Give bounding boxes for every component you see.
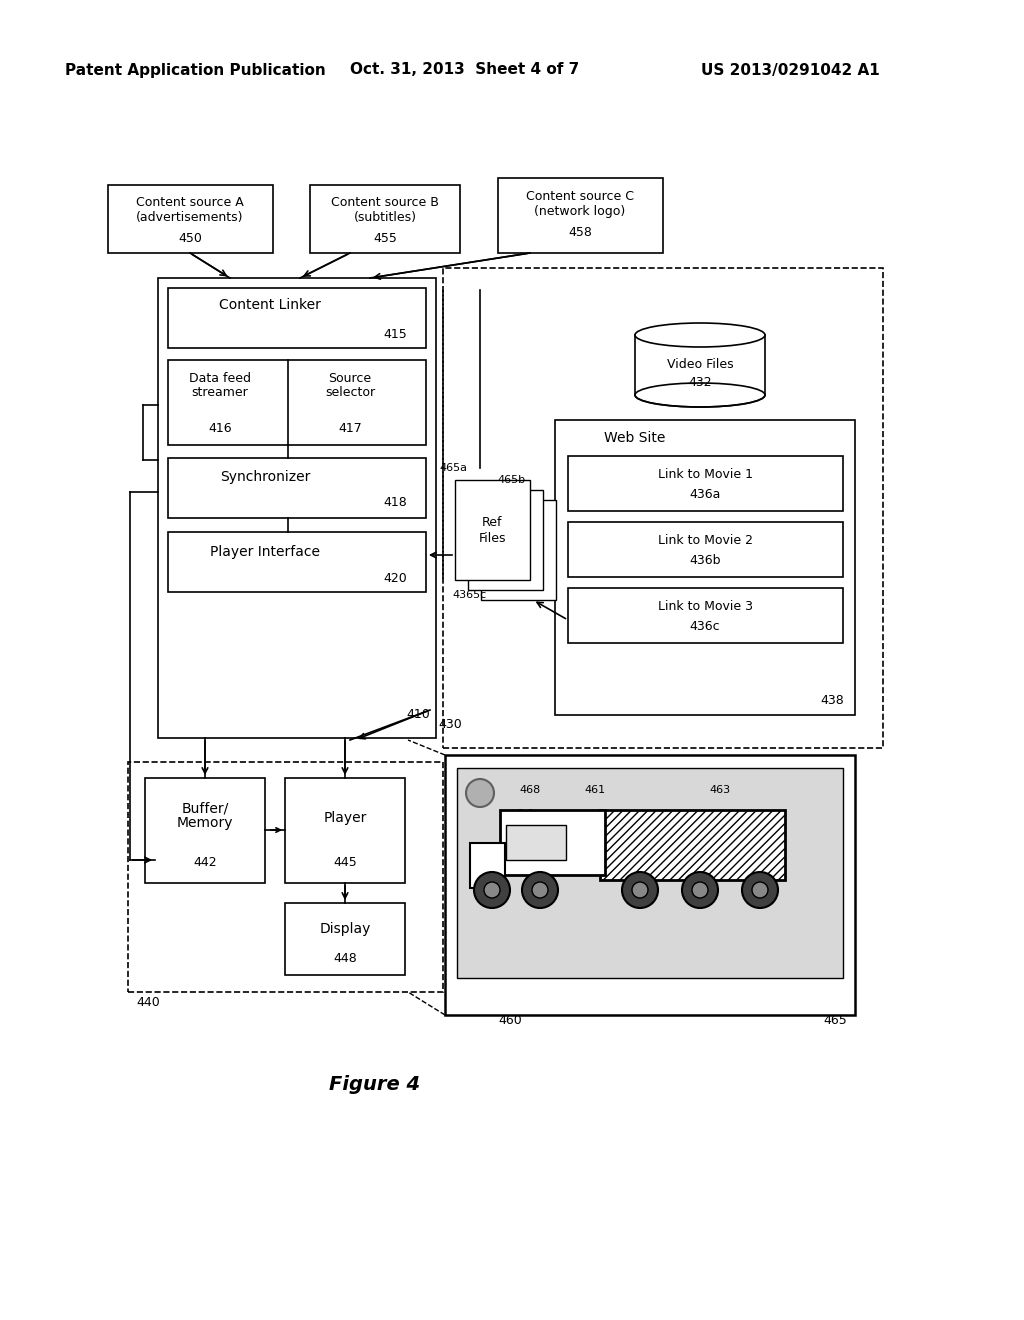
Circle shape <box>474 873 510 908</box>
Circle shape <box>522 873 558 908</box>
FancyBboxPatch shape <box>108 185 273 253</box>
FancyBboxPatch shape <box>445 755 855 1015</box>
Text: 418: 418 <box>383 496 407 510</box>
Circle shape <box>622 873 658 908</box>
Text: 436a: 436a <box>689 487 721 500</box>
Text: 460: 460 <box>498 1014 522 1027</box>
Circle shape <box>466 779 494 807</box>
FancyBboxPatch shape <box>506 825 566 861</box>
FancyBboxPatch shape <box>158 279 436 738</box>
FancyBboxPatch shape <box>168 360 426 445</box>
Text: 416: 416 <box>208 421 231 434</box>
Text: 420: 420 <box>383 572 407 585</box>
Ellipse shape <box>635 323 765 347</box>
Text: (advertisements): (advertisements) <box>136 210 244 223</box>
FancyBboxPatch shape <box>168 532 426 591</box>
Ellipse shape <box>635 383 765 407</box>
Circle shape <box>742 873 778 908</box>
Text: Web Site: Web Site <box>604 432 666 445</box>
FancyBboxPatch shape <box>168 458 426 517</box>
Text: 448: 448 <box>333 952 357 965</box>
Text: Source: Source <box>329 371 372 384</box>
Circle shape <box>752 882 768 898</box>
Text: Display: Display <box>319 921 371 936</box>
Text: (subtitles): (subtitles) <box>353 210 417 223</box>
Text: 436b: 436b <box>689 553 721 566</box>
Circle shape <box>532 882 548 898</box>
Text: 450: 450 <box>178 231 202 244</box>
Text: Memory: Memory <box>177 816 233 830</box>
Text: US 2013/0291042 A1: US 2013/0291042 A1 <box>700 62 880 78</box>
FancyBboxPatch shape <box>498 178 663 253</box>
Text: 465: 465 <box>823 1014 847 1027</box>
Text: Ref: Ref <box>481 516 502 529</box>
Text: 415: 415 <box>383 329 407 342</box>
FancyBboxPatch shape <box>470 843 505 888</box>
Circle shape <box>484 882 500 898</box>
Text: 432: 432 <box>688 376 712 389</box>
Text: Patent Application Publication: Patent Application Publication <box>65 62 326 78</box>
Text: Oct. 31, 2013  Sheet 4 of 7: Oct. 31, 2013 Sheet 4 of 7 <box>350 62 580 78</box>
Text: selector: selector <box>325 385 375 399</box>
Text: Synchronizer: Synchronizer <box>220 470 310 484</box>
Text: 461: 461 <box>585 785 605 795</box>
Circle shape <box>682 873 718 908</box>
Text: (network logo): (network logo) <box>535 205 626 218</box>
FancyBboxPatch shape <box>568 521 843 577</box>
Text: 440: 440 <box>136 997 160 1010</box>
Text: 468: 468 <box>519 785 541 795</box>
Text: Content Linker: Content Linker <box>219 298 321 312</box>
Text: Content source B: Content source B <box>331 197 439 210</box>
FancyBboxPatch shape <box>568 587 843 643</box>
Text: Content source A: Content source A <box>136 197 244 210</box>
Text: 410: 410 <box>407 709 430 722</box>
Text: Figure 4: Figure 4 <box>330 1076 421 1094</box>
Text: Player Interface: Player Interface <box>210 545 319 558</box>
FancyBboxPatch shape <box>145 777 265 883</box>
FancyBboxPatch shape <box>455 480 530 579</box>
FancyBboxPatch shape <box>285 777 406 883</box>
Text: 436c: 436c <box>690 619 720 632</box>
Text: Link to Movie 1: Link to Movie 1 <box>657 469 753 482</box>
Text: 417: 417 <box>338 421 361 434</box>
FancyBboxPatch shape <box>481 500 556 601</box>
Text: 465a: 465a <box>439 463 467 473</box>
Text: 4365c: 4365c <box>453 590 487 601</box>
Text: Link to Movie 3: Link to Movie 3 <box>657 601 753 614</box>
Text: 442: 442 <box>194 855 217 869</box>
FancyBboxPatch shape <box>555 420 855 715</box>
FancyBboxPatch shape <box>168 288 426 348</box>
Text: 438: 438 <box>820 693 844 706</box>
FancyBboxPatch shape <box>457 768 843 978</box>
Text: streamer: streamer <box>191 385 249 399</box>
Text: 430: 430 <box>438 718 462 731</box>
FancyBboxPatch shape <box>568 455 843 511</box>
Text: 445: 445 <box>333 855 357 869</box>
FancyBboxPatch shape <box>600 810 785 880</box>
Text: Video Files: Video Files <box>667 359 733 371</box>
Text: Data feed: Data feed <box>189 371 251 384</box>
Text: Player: Player <box>324 810 367 825</box>
Circle shape <box>692 882 708 898</box>
Circle shape <box>632 882 648 898</box>
Text: Files: Files <box>478 532 506 544</box>
Text: 458: 458 <box>568 227 592 239</box>
Text: 465b: 465b <box>497 475 525 484</box>
FancyBboxPatch shape <box>468 490 543 590</box>
FancyBboxPatch shape <box>285 903 406 975</box>
Text: Content source C: Content source C <box>526 190 634 203</box>
Text: Buffer/: Buffer/ <box>181 801 228 814</box>
Text: Link to Movie 2: Link to Movie 2 <box>657 535 753 548</box>
Text: 455: 455 <box>373 231 397 244</box>
Text: 463: 463 <box>710 785 730 795</box>
FancyBboxPatch shape <box>310 185 460 253</box>
FancyBboxPatch shape <box>500 810 605 875</box>
